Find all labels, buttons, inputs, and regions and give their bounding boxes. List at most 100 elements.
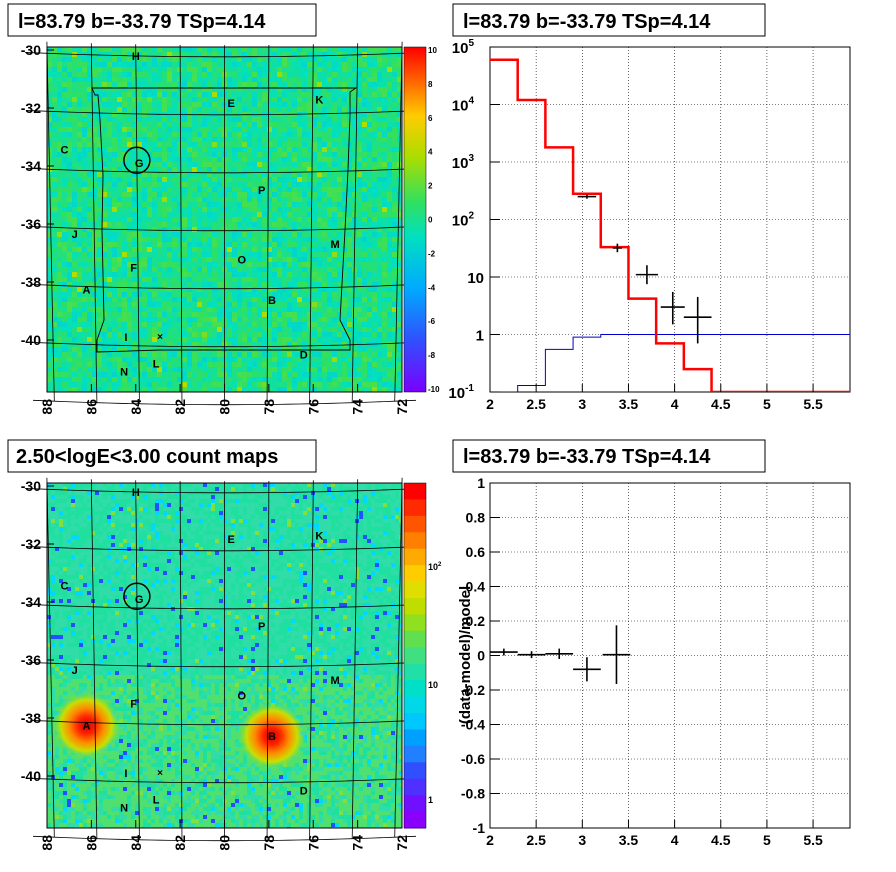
map-pixel	[57, 147, 62, 152]
map-pixel	[132, 287, 137, 292]
map-pixel	[67, 297, 72, 302]
map-pixel	[107, 132, 112, 137]
map-pixel	[122, 267, 127, 272]
map-pixel	[167, 147, 172, 152]
map-pixel	[127, 112, 132, 117]
map-pixel	[62, 262, 67, 267]
map-pixel	[247, 247, 252, 252]
map-pixel	[377, 282, 382, 287]
map-pixel	[292, 137, 297, 142]
map-pixel	[102, 297, 107, 302]
map-pixel	[87, 352, 92, 357]
map-pixel	[87, 137, 92, 142]
map-pixel	[202, 277, 207, 282]
map-pixel	[152, 267, 157, 272]
colorbar-tick-label: 0	[428, 216, 433, 225]
map-pixel	[107, 97, 112, 102]
map-pixel	[77, 187, 82, 192]
latitude-line	[24, 52, 425, 58]
map-pixel	[367, 72, 372, 77]
map-pixel	[297, 172, 302, 177]
map-pixel	[287, 262, 292, 267]
map-pixel	[72, 127, 77, 132]
map-pixel	[182, 197, 187, 202]
map-pixel	[142, 337, 147, 342]
map-pixel	[262, 147, 267, 152]
map-pixel	[102, 227, 107, 232]
map-pixel	[292, 52, 297, 57]
map-pixel	[217, 107, 222, 112]
map-pixel	[362, 357, 367, 362]
map-pixel	[77, 137, 82, 142]
map-pixel	[82, 217, 87, 222]
map-pixel	[357, 282, 362, 287]
map-pixel	[247, 87, 252, 92]
map-pixel	[102, 172, 107, 177]
map-pixel	[112, 232, 117, 237]
map-pixel	[122, 147, 127, 152]
map-pixel	[332, 207, 337, 212]
map-pixel	[287, 127, 292, 132]
map-pixel	[167, 312, 172, 317]
map-pixel	[142, 67, 147, 72]
map-pixel	[307, 202, 312, 207]
map-pixel	[372, 77, 377, 82]
map-pixel	[242, 177, 247, 182]
map-pixel	[372, 157, 377, 162]
map-pixel	[322, 297, 327, 302]
map-pixel	[387, 182, 392, 187]
map-pixel	[202, 162, 207, 167]
map-pixel	[372, 187, 377, 192]
map-pixel	[362, 217, 367, 222]
map-pixel	[352, 327, 357, 332]
map-pixel	[327, 317, 332, 322]
map-pixel	[277, 162, 282, 167]
map-pixel	[317, 382, 322, 387]
map-pixel	[297, 97, 302, 102]
map-pixel	[137, 117, 142, 122]
map-pixel	[327, 137, 332, 142]
map-pixel	[177, 277, 182, 282]
map-pixel	[107, 382, 112, 387]
map-pixel	[97, 287, 102, 292]
map-pixel	[372, 252, 377, 257]
map-pixel	[247, 262, 252, 267]
map-pixel	[177, 257, 182, 262]
map-pixel	[302, 127, 307, 132]
map-pixel	[227, 87, 232, 92]
map-pixel	[147, 327, 152, 332]
map-pixel	[282, 97, 287, 102]
map-pixel	[387, 92, 392, 97]
map-pixel	[177, 177, 182, 182]
map-pixel	[77, 257, 82, 262]
map-pixel	[257, 282, 262, 287]
map-pixel	[347, 112, 352, 117]
map-pixel	[227, 362, 232, 367]
map-pixel	[257, 382, 262, 387]
map-pixel	[372, 287, 377, 292]
map-pixel	[257, 222, 262, 227]
map-pixel	[382, 202, 387, 207]
map-pixel	[77, 267, 82, 272]
map-pixel	[82, 372, 87, 377]
map-pixel	[107, 112, 112, 117]
map-pixel	[212, 107, 217, 112]
map-pixel	[157, 52, 162, 57]
map-pixel	[252, 367, 257, 372]
map-pixel	[287, 267, 292, 272]
map-pixel	[337, 62, 342, 67]
map-pixel	[127, 162, 132, 167]
map-pixel	[232, 62, 237, 67]
map-pixel	[122, 192, 127, 197]
map-pixel	[272, 252, 277, 257]
map-pixel	[242, 157, 247, 162]
map-pixel	[107, 237, 112, 242]
map-pixel	[182, 207, 187, 212]
map-pixel	[192, 252, 197, 257]
map-pixel	[332, 127, 337, 132]
map-pixel	[207, 312, 212, 317]
map-pixel	[107, 67, 112, 72]
map-pixel	[202, 217, 207, 222]
map-pixel	[317, 147, 322, 152]
map-pixel	[287, 312, 292, 317]
